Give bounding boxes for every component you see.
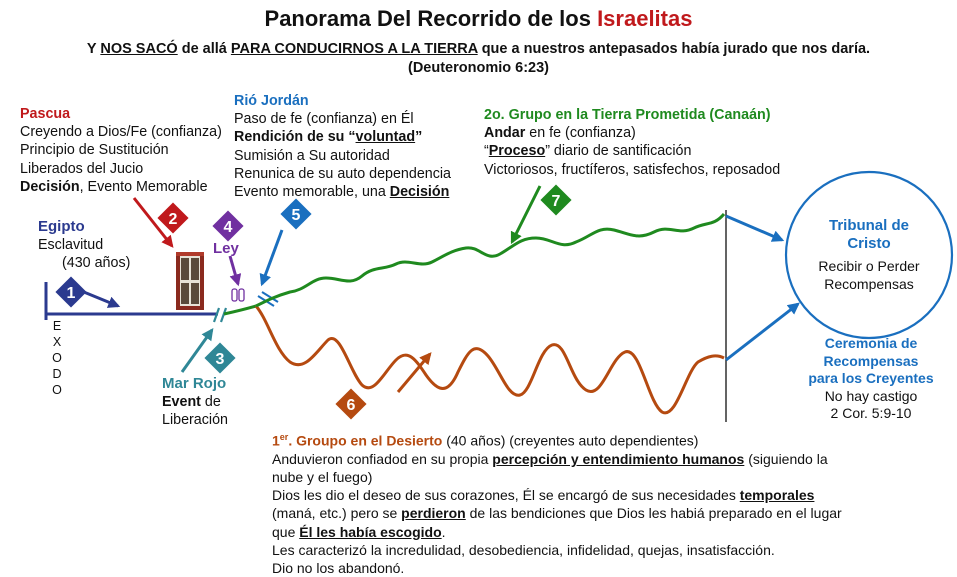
badge-1: 1 — [55, 276, 87, 308]
badge-4-label: 4 — [224, 219, 233, 236]
marrojo-heading: Mar Rojo — [162, 375, 227, 392]
jordan-heading: Rió Jordán — [234, 93, 309, 109]
group1-line-5: que Él les había escogido. — [272, 523, 446, 540]
group1-line-2: nube y el fuego) — [272, 469, 373, 486]
arrow-3 — [180, 328, 214, 373]
jordan-line-1: Paso de fe (confianza) en Él — [234, 111, 414, 128]
badge-4: 4 — [212, 210, 244, 242]
sinai-segment — [223, 304, 257, 316]
red-sea-crossing-mark — [212, 307, 228, 323]
badge-5: 5 — [280, 198, 312, 230]
marrojo-block: Mar Rojo Event de Liberación — [162, 375, 228, 430]
page-title: Panorama Del Recorrido de los Israelitas — [264, 6, 693, 31]
ceremonia-line-1: No hay castigo — [824, 387, 918, 404]
tribunal-circle — [784, 170, 954, 340]
subtitle: Y NOS SACÓ de allá PARA CONDUCIRNOS A LA… — [0, 40, 957, 78]
egipto-block: Egipto Esclavitud (430 años) — [38, 218, 130, 273]
jordan-line-2: Rendición de su “voluntad” — [234, 129, 423, 146]
group2-line-3: Victoriosos, fructíferos, satisfechos, r… — [484, 161, 781, 178]
arrow-4 — [228, 255, 242, 287]
group1-heading: 1er. Groupo en el Desierto (40 años) (cr… — [272, 432, 699, 449]
badge-3-label: 3 — [216, 351, 225, 368]
pascua-line-2: Principio de Sustitución — [20, 142, 169, 159]
group2-heading: 2o. Grupo en la Tierra Prometida (Canaán… — [484, 107, 771, 123]
pascua-line-4: Decisión, Evento Memorable — [20, 178, 208, 195]
arrow-5 — [259, 229, 284, 287]
badge-6-label: 6 — [347, 397, 356, 414]
canaan-path — [255, 212, 726, 308]
badge-2-label: 2 — [169, 211, 178, 228]
egipto-heading: Egipto — [38, 218, 85, 235]
group2-line-2: “Proceso” diario de santificación — [484, 143, 692, 160]
jordan-line-5: Evento memorable, una Decisión — [234, 184, 450, 201]
tribunal-line-2: Recompensas — [824, 276, 914, 292]
badge-6: 6 — [335, 388, 367, 420]
group2-line-1: Andar en fe (confianza) — [484, 125, 636, 142]
egipto-line-2: (430 años) — [62, 255, 131, 272]
jordan-block: Rió Jordán Paso de fe (confianza) en Él … — [234, 92, 451, 201]
tribunal-heading-1: Tribunal de — [828, 217, 909, 234]
pascua-heading: Pascua — [20, 106, 71, 122]
law-tablets-icon — [231, 288, 245, 302]
badge-3: 3 — [204, 342, 236, 374]
badge-2: 2 — [157, 202, 189, 234]
ley-label: Ley — [213, 240, 239, 257]
group1-line-3: Dios les dio el deseo de sus corazones, … — [272, 487, 815, 504]
subtitle-line1: Y NOS SACÓ de allá PARA CONDUCIRNOS A LA… — [86, 41, 871, 57]
pascua-line-1: Creyendo a Dios/Fe (confianza) — [20, 124, 222, 141]
tribunal-line-1: Recibir o Perder — [818, 258, 920, 274]
badge-7-label: 7 — [552, 193, 561, 210]
badge-1-label: 1 — [67, 285, 76, 302]
badge-7: 7 — [540, 184, 572, 216]
desert-path — [254, 305, 725, 415]
marrojo-line-2: Liberación — [162, 412, 228, 429]
ceremonia-heading-2: Recompensas — [823, 352, 919, 369]
exodo-vertical-label: E X O D O — [52, 319, 62, 397]
tribunal-text: Tribunal de Cristo Recibir o Perder Reco… — [790, 217, 948, 293]
group1-line-1: Anduvieron confiadod en su propia percep… — [272, 450, 828, 467]
ceremonia-heading-3: para los Creyentes — [808, 370, 934, 386]
jordan-line-3: Sumisión a Su autoridad — [234, 147, 390, 164]
arrow-7 — [510, 185, 542, 245]
pascua-block: Pascua Creyendo a Dios/Fe (confianza) Pr… — [20, 105, 222, 196]
marrojo-line-1: Event de — [162, 394, 221, 411]
ceremonia-line-2: 2 Cor. 5:9-10 — [830, 405, 912, 421]
badge-5-label: 5 — [292, 207, 301, 224]
group1-line-4: (maná, etc.) pero se perdieron de las be… — [272, 505, 842, 522]
egipto-line-1: Esclavitud — [38, 237, 104, 254]
tribunal-heading-2: Cristo — [847, 235, 891, 252]
arrow-2 — [132, 197, 174, 248]
arrow-to-tribunal — [725, 214, 785, 242]
ceremonia-block: Ceremonia de Recompensas para los Creyen… — [796, 335, 946, 423]
ceremonia-heading-1: Ceremonia de — [824, 335, 918, 351]
title-highlight: Israelitas — [597, 6, 693, 31]
group1-line-7: Dio no los abandonó. — [272, 560, 405, 577]
pascua-line-3: Liberados del Jucio — [20, 160, 144, 177]
arrow-6 — [396, 352, 432, 393]
group1-block: 1er. Groupo en el Desierto (40 años) (cr… — [272, 428, 842, 577]
subtitle-reference: (Deuteronomio 6:23) — [408, 60, 549, 76]
group2-block: 2o. Grupo en la Tierra Prometida (Canaán… — [484, 106, 780, 179]
arrow-to-ceremony — [725, 302, 800, 362]
group1-line-6: Les caracterizó la incredulidad, desobed… — [272, 541, 775, 558]
passover-door-image — [176, 252, 204, 310]
jordan-line-4: Renunica de su auto dependencia — [234, 165, 452, 182]
